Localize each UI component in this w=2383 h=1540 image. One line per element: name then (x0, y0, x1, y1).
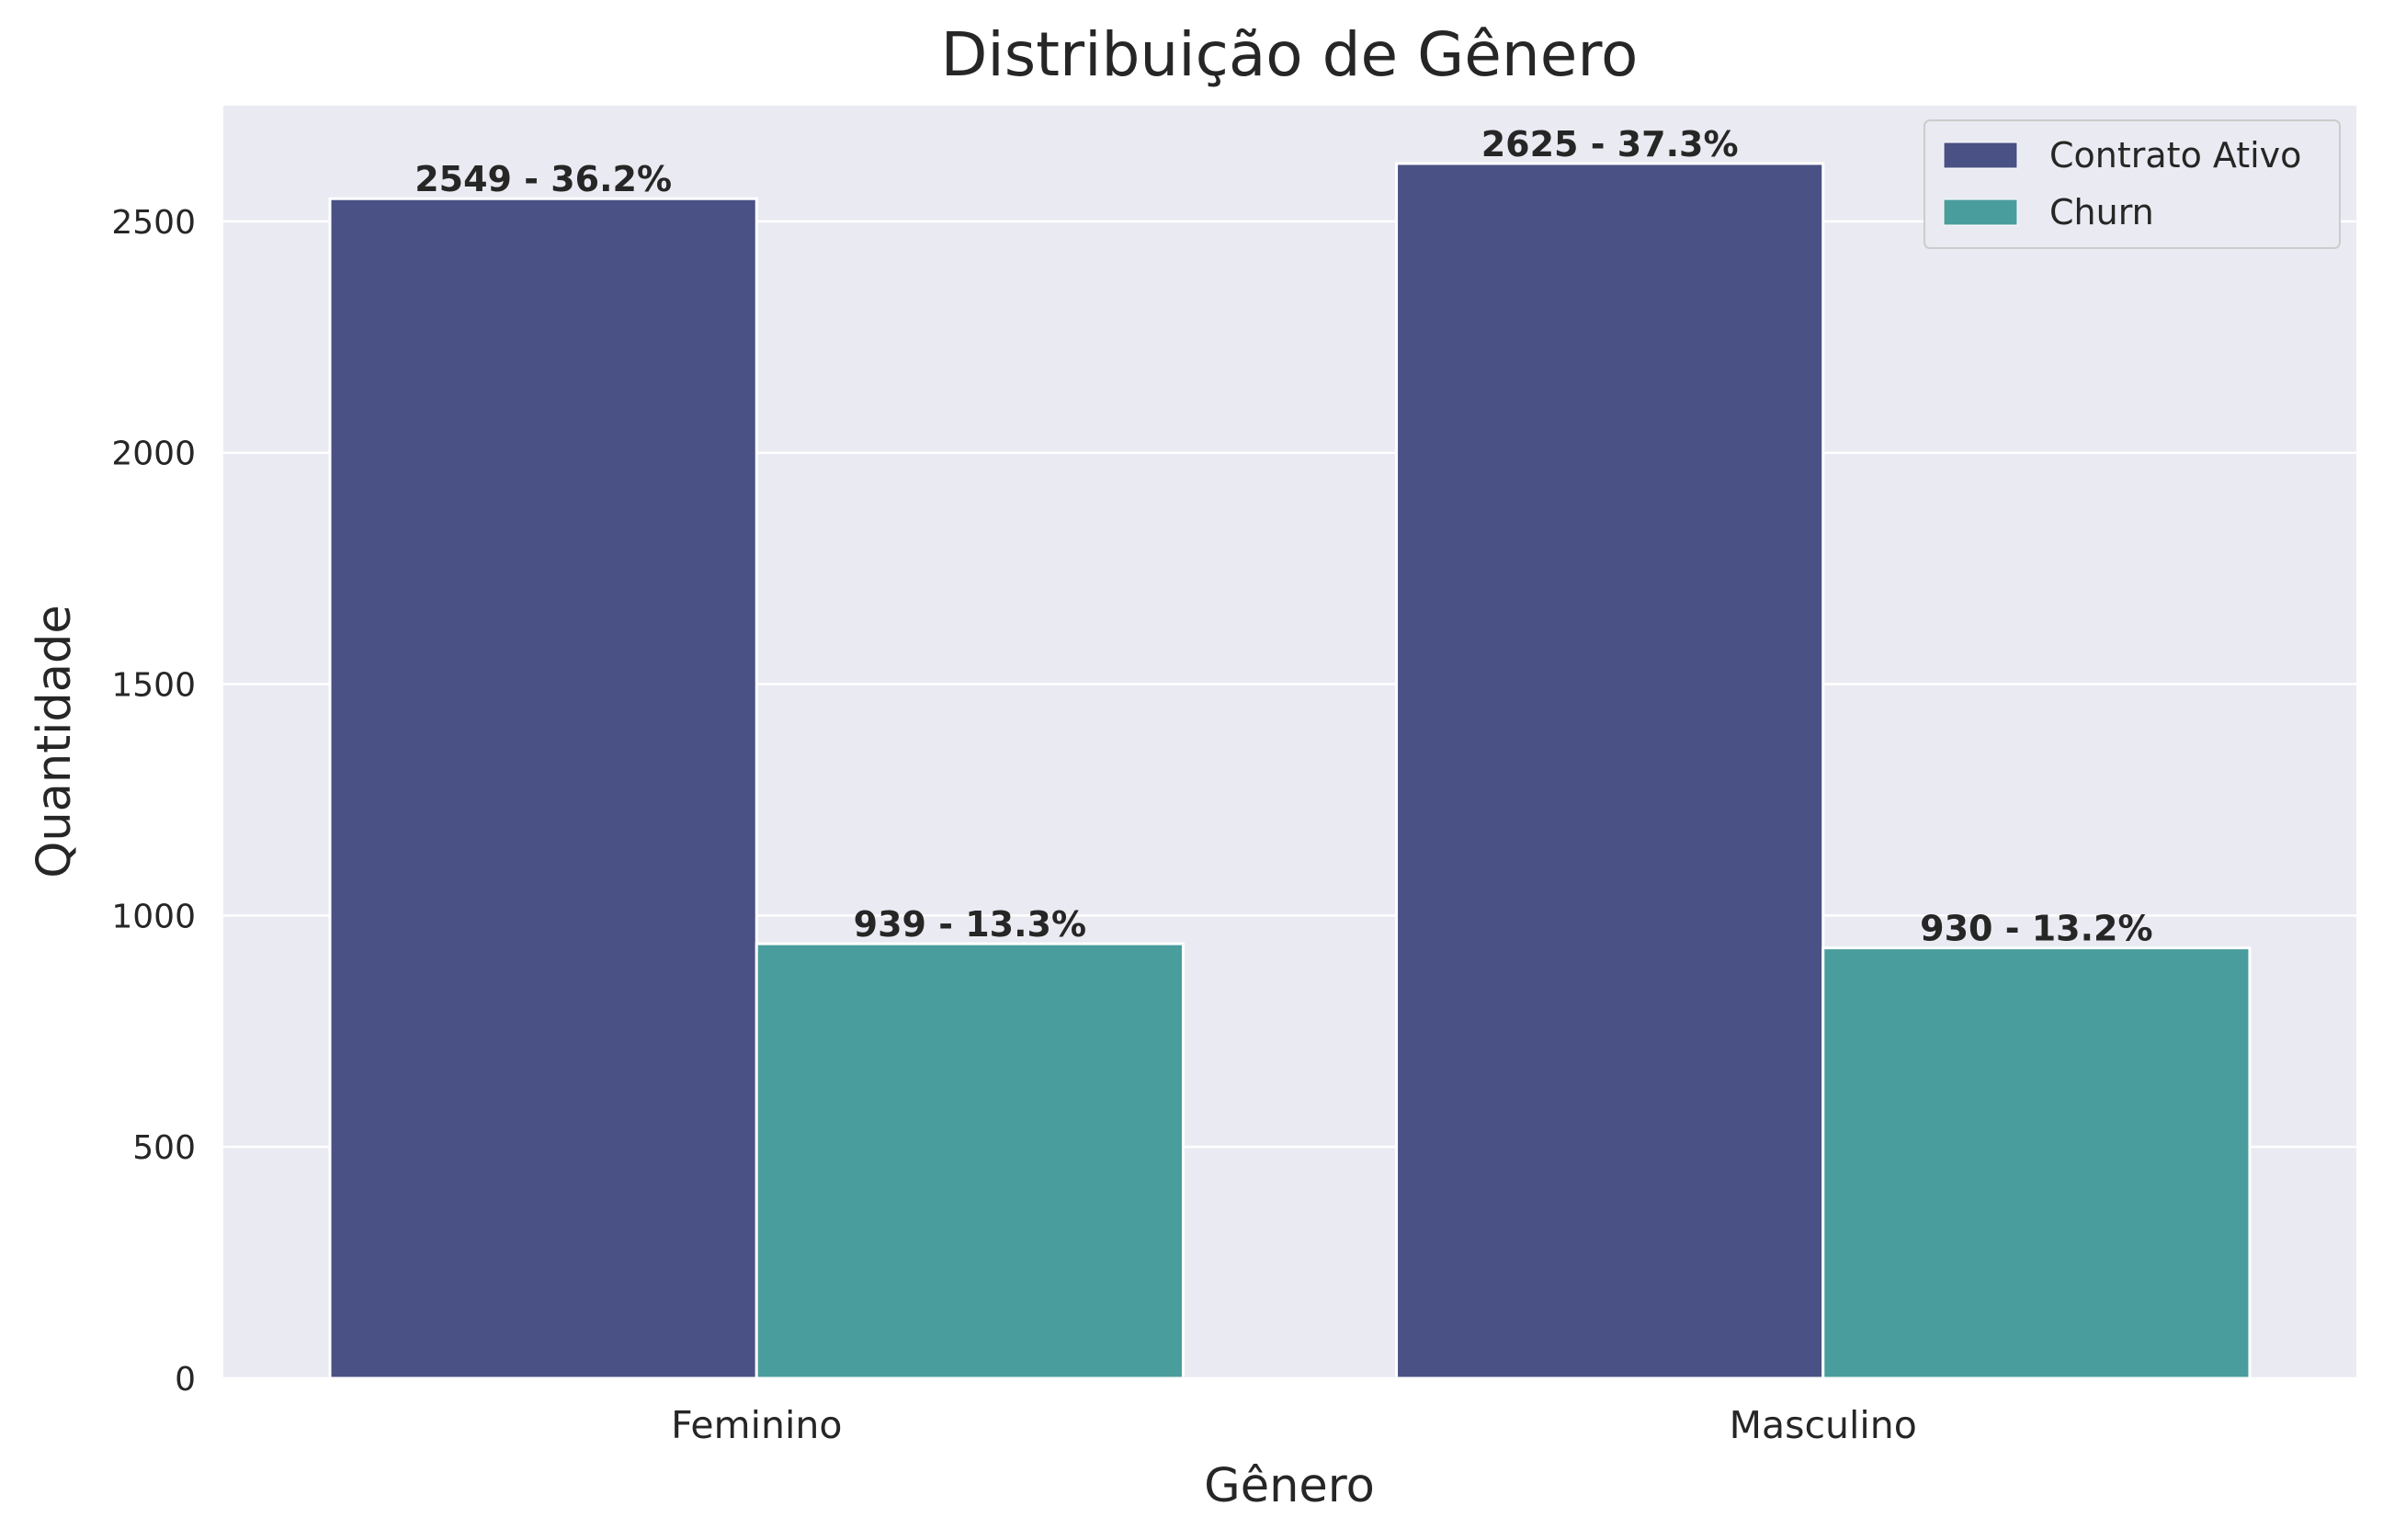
bar-contrato-ativo-feminino (328, 197, 758, 1380)
y-tick-label: 500 (132, 1129, 196, 1167)
y-tick-label: 0 (175, 1361, 196, 1398)
x-tick-label-masculino: Masculino (1730, 1403, 1917, 1447)
bars (328, 162, 2252, 1380)
bar-labels: 2549 - 36.2% 939 - 13.3% 2625 - 37.3% 930 -… (414, 124, 2152, 949)
x-axis-ticks: Feminino Masculino (671, 1403, 1917, 1447)
bar-label-churn-masculino: 930 - 13.2% (1920, 909, 2152, 949)
legend-label-contrato-ativo: Contrato Ativo (2049, 135, 2301, 176)
legend-label-churn: Churn (2049, 192, 2154, 232)
legend-swatch-churn (1943, 198, 2018, 226)
bar-label-contrato-ativo-masculino: 2625 - 37.3% (1481, 124, 1739, 164)
y-axis-ticks: 0 500 1000 1500 2000 2500 (111, 204, 196, 1398)
y-tick-label: 1000 (111, 898, 196, 935)
bar-label-churn-feminino: 939 - 13.3% (854, 904, 1086, 945)
bar-label-contrato-ativo-feminino: 2549 - 36.2% (414, 159, 672, 199)
y-axis-label: Quantidade (28, 605, 82, 878)
y-tick-label: 1500 (111, 667, 196, 705)
x-tick-label-feminino: Feminino (671, 1403, 842, 1447)
bar-contrato-ativo-masculino (1395, 162, 1825, 1380)
bar-churn-feminino (755, 942, 1185, 1380)
bar-churn-masculino (1821, 946, 2252, 1380)
y-tick-label: 2500 (111, 204, 196, 242)
y-tick-label: 2000 (111, 436, 196, 473)
legend-box (1923, 119, 2341, 249)
x-axis-label: Gênero (1204, 1459, 1375, 1513)
chart-title: Distribuição de Gênero (941, 19, 1639, 90)
legend-swatch-contrato-ativo (1943, 142, 2018, 169)
legend: Contrato Ativo Churn (1923, 119, 2341, 249)
